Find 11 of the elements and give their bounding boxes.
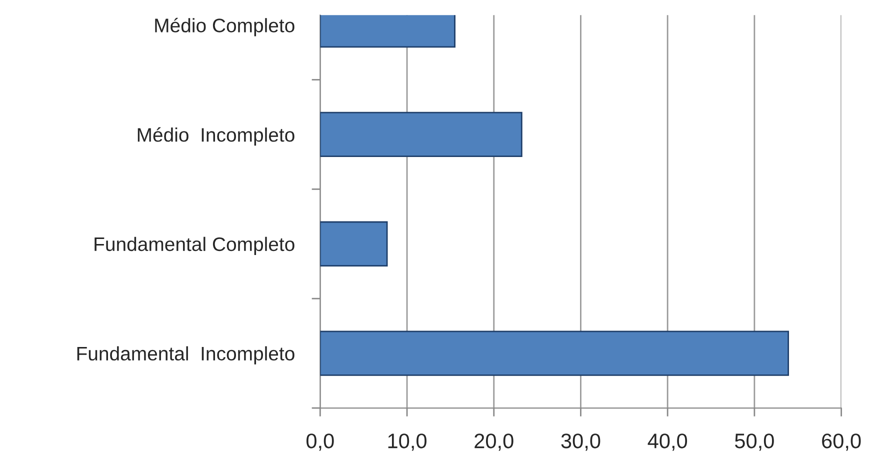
x-tick-label: 20,0 bbox=[474, 434, 514, 451]
y-tick-label: Médio Completo bbox=[155, 18, 294, 36]
x-tick-label: 0,0 bbox=[306, 434, 334, 451]
x-tick-label: 60,0 bbox=[822, 434, 861, 451]
x-tick-label: 10,0 bbox=[388, 434, 426, 451]
y-tick-label: Médio Incompleto bbox=[138, 127, 294, 146]
x-tick-label: 50,0 bbox=[734, 434, 774, 451]
x-tick-label: 30,0 bbox=[561, 434, 600, 451]
y-tick-label: Fundamental Incompleto bbox=[77, 346, 294, 364]
y-tick-label: Fundamental Completo bbox=[94, 236, 294, 255]
x-tick-label: 40,0 bbox=[648, 434, 688, 451]
